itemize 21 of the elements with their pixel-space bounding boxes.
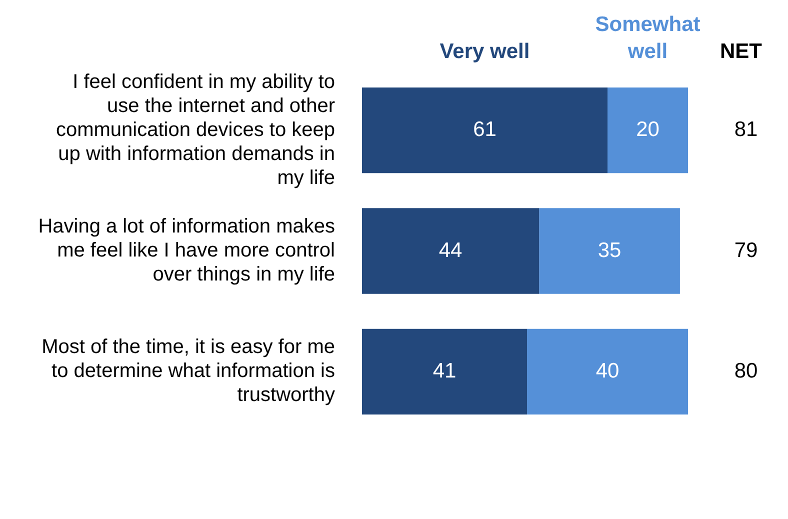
total-label: 80 <box>734 359 758 382</box>
data-label: 41 <box>432 359 456 382</box>
bar <box>362 87 608 174</box>
data-label: 61 <box>473 118 496 142</box>
bar <box>362 208 540 294</box>
bar <box>608 87 688 174</box>
data-label: 35 <box>598 238 622 262</box>
total-label: 79 <box>734 238 758 262</box>
y-tick-label: Most of the time, it is easy for me to determine what information is trustworthy <box>42 336 335 406</box>
series-label: Very well <box>440 40 530 63</box>
bar <box>527 328 688 415</box>
y-tick-label: Having a lot of information makes me feel like I have more control over things in my life <box>38 216 335 286</box>
data-label: 20 <box>636 118 660 142</box>
total-label: 81 <box>734 118 758 142</box>
data-label: 40 <box>596 359 620 382</box>
y-tick-label: I feel confident in my ability to use the internet and other communication devices to keep up with information demands in my life <box>56 70 336 189</box>
data-label: 44 <box>438 238 463 262</box>
series-label: Somewhat well <box>595 13 700 63</box>
text: NET <box>720 40 762 63</box>
bar <box>362 328 528 415</box>
bar <box>539 208 680 294</box>
